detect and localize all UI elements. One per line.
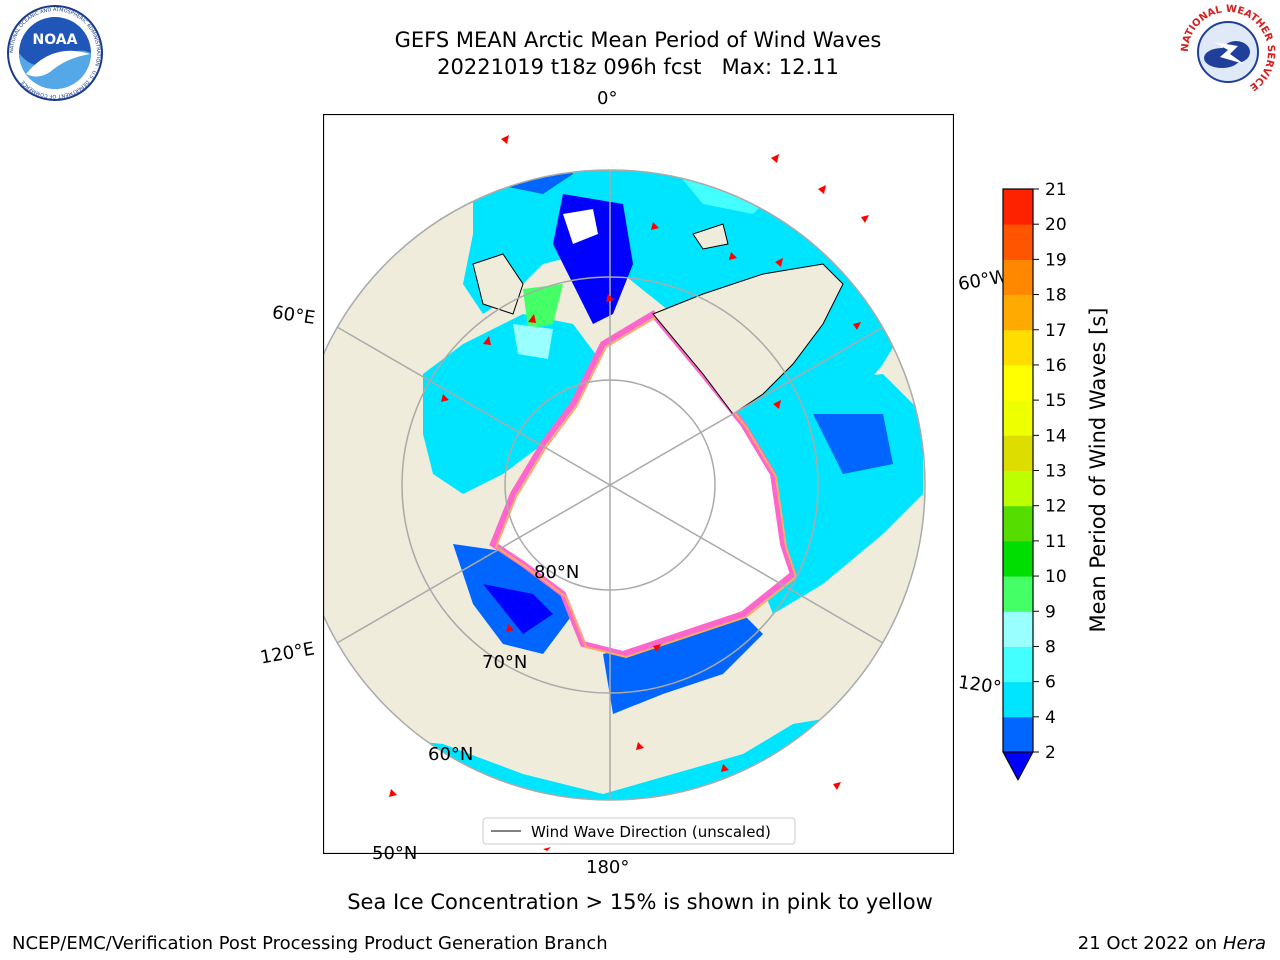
meridian-label-60e: 60°E xyxy=(270,302,317,329)
colorbar-tick-label: 18 xyxy=(1045,286,1067,306)
sea-ice-note: Sea Ice Concentration > 15% is shown in … xyxy=(347,890,933,914)
graticule xyxy=(323,169,926,801)
meridian-label-0: 0° xyxy=(597,88,618,109)
colorbar-title: Mean Period of Wind Waves [s] xyxy=(1086,307,1110,633)
colorbar-ticks: 2 4 6 8 9 10 11 12 13 14 15 16 17 18 19 20 21 xyxy=(1033,180,1067,763)
colorbar-segment xyxy=(1003,224,1033,260)
colorbar-segment xyxy=(1003,505,1033,542)
colorbar-tick-label: 9 xyxy=(1045,602,1056,622)
colorbar-tick-label: 8 xyxy=(1045,637,1056,657)
colorbar-segment xyxy=(1003,259,1033,296)
colorbar-segment xyxy=(1003,189,1033,225)
chart-title: GEFS MEAN Arctic Mean Period of Wind Wav… xyxy=(394,28,882,52)
footer-machine: Hera xyxy=(1222,933,1266,954)
colorbar-segment xyxy=(1003,364,1033,401)
meridian-label-120e: 120°E xyxy=(258,638,317,669)
colorbar-tick-label: 13 xyxy=(1045,462,1067,482)
chart-subtitle: 20221019 t18z 096h fcst Max: 12.11 xyxy=(437,55,839,79)
colorbar-tick-label: 21 xyxy=(1045,180,1067,200)
colorbar-segment xyxy=(1003,576,1033,612)
colorbar-segments xyxy=(1003,189,1033,753)
map-frame xyxy=(323,114,954,854)
outside-domain xyxy=(323,114,954,854)
colorbar-tick-label: 6 xyxy=(1045,673,1056,693)
footer-credit: NCEP/EMC/Verification Post Processing Pr… xyxy=(12,933,608,954)
ocean-barents xyxy=(423,314,603,494)
noaa-logo: NOAA NATIONAL OCEANIC AND ATMOSPHERIC AD… xyxy=(7,5,103,101)
colorbar-segment xyxy=(1003,400,1033,436)
colorbar-tick-label: 10 xyxy=(1045,567,1067,587)
parallel-label-60n: 60°N xyxy=(428,744,474,765)
colorbar-tick-label: 4 xyxy=(1045,708,1056,728)
colorbar-segment xyxy=(1003,294,1033,331)
colorbar-frame xyxy=(1002,188,1034,753)
colorbar-tick-label: 11 xyxy=(1045,532,1067,552)
noaa-logo-text: NOAA xyxy=(33,32,78,48)
colorbar: 2 4 6 8 9 10 11 12 13 14 15 16 17 18 19 20 21 xyxy=(1002,180,1067,782)
colorbar-segment xyxy=(1003,716,1033,753)
land-greenland xyxy=(652,263,844,415)
wind-arrows xyxy=(389,135,869,851)
arctic-map: Wind Wave Direction (unscaled) xyxy=(323,114,954,854)
colorbar-tick-label: 20 xyxy=(1045,215,1067,235)
colorbar-segment xyxy=(1003,435,1033,471)
legend-label: Wind Wave Direction (unscaled) xyxy=(531,823,771,841)
meridian-label-180: 180° xyxy=(586,857,630,878)
parallel-label-80n: 80°N xyxy=(534,562,580,583)
colorbar-segment xyxy=(1003,540,1033,577)
colorbar-segment xyxy=(1003,681,1033,718)
colorbar-segment xyxy=(1003,646,1033,683)
colorbar-tick-label: 16 xyxy=(1045,356,1067,376)
colorbar-tick-label: 15 xyxy=(1045,391,1067,411)
colorbar-tick-label: 14 xyxy=(1045,426,1067,446)
parallel-label-70n: 70°N xyxy=(482,652,528,673)
ocean-chukchi xyxy=(603,614,763,714)
footer-date: 21 Oct 2022 on Hera xyxy=(1078,933,1266,954)
colorbar-extend-arrow xyxy=(1002,751,1034,782)
colorbar-tick-label: 19 xyxy=(1045,250,1067,270)
colorbar-segment xyxy=(1003,470,1033,507)
nws-logo: NATIONAL WEATHER SERVICE xyxy=(1180,4,1276,100)
colorbar-tick-label: 2 xyxy=(1045,743,1056,763)
footer-date-text: 21 Oct 2022 on xyxy=(1077,933,1223,954)
colorbar-segment xyxy=(1003,329,1033,366)
parallel-label-50n: 50°N xyxy=(372,843,418,864)
colorbar-tick-label: 12 xyxy=(1045,497,1067,517)
colorbar-segment xyxy=(1003,611,1033,647)
colorbar-tick-label: 17 xyxy=(1045,321,1067,341)
map-legend: Wind Wave Direction (unscaled) xyxy=(482,817,796,845)
